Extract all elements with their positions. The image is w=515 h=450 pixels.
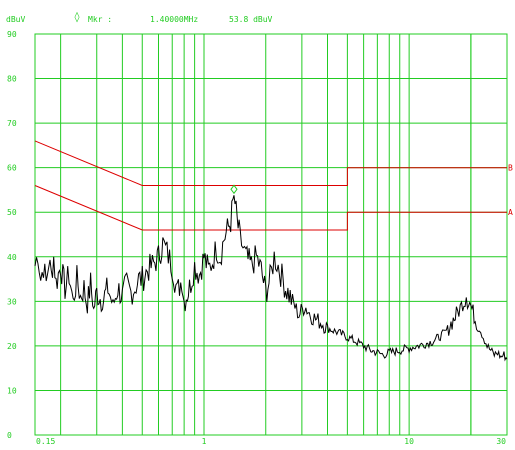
x-tick-label: 10 [404,437,414,446]
y-tick-label: 80 [7,75,17,84]
marker-symbol: ◊ [74,11,80,23]
limit-label-B: B [508,164,513,173]
trace [34,195,508,362]
marker-label: Mkr : [88,15,112,24]
y-tick-label: 0 [7,431,12,440]
y-tick-label: 90 [7,30,17,39]
y-tick-label: 50 [7,208,17,217]
y-tick-label: 10 [7,386,17,395]
grid [34,33,508,436]
limit-line-B [34,140,507,186]
marker-diamond-icon [230,184,238,195]
marker-level: 53.8 dBuV [229,15,273,24]
y-tick-label: 40 [7,253,17,262]
limit-line-A [34,185,507,231]
spectrum-trace [34,195,508,362]
x-tick-label: 0.15 [36,437,55,446]
y-tick-label: 60 [7,164,17,173]
y-tick-label: 30 [7,297,17,306]
y-unit-label: dBuV [6,15,25,24]
x-tick-label: 30 [496,437,506,446]
limit-label-A: A [508,208,513,217]
x-tick-label: 1 [202,437,207,446]
limit-lines: BA [34,140,513,231]
y-tick-label: 70 [7,119,17,128]
marker [230,184,238,195]
axis-labels: 0 10 20 30 40 50 60 70 80 90 0.15 1 10 30 [7,30,506,446]
marker-frequency: 1.40000MHz [150,15,198,24]
plot-frame [34,33,508,436]
y-tick-label: 20 [7,342,17,351]
